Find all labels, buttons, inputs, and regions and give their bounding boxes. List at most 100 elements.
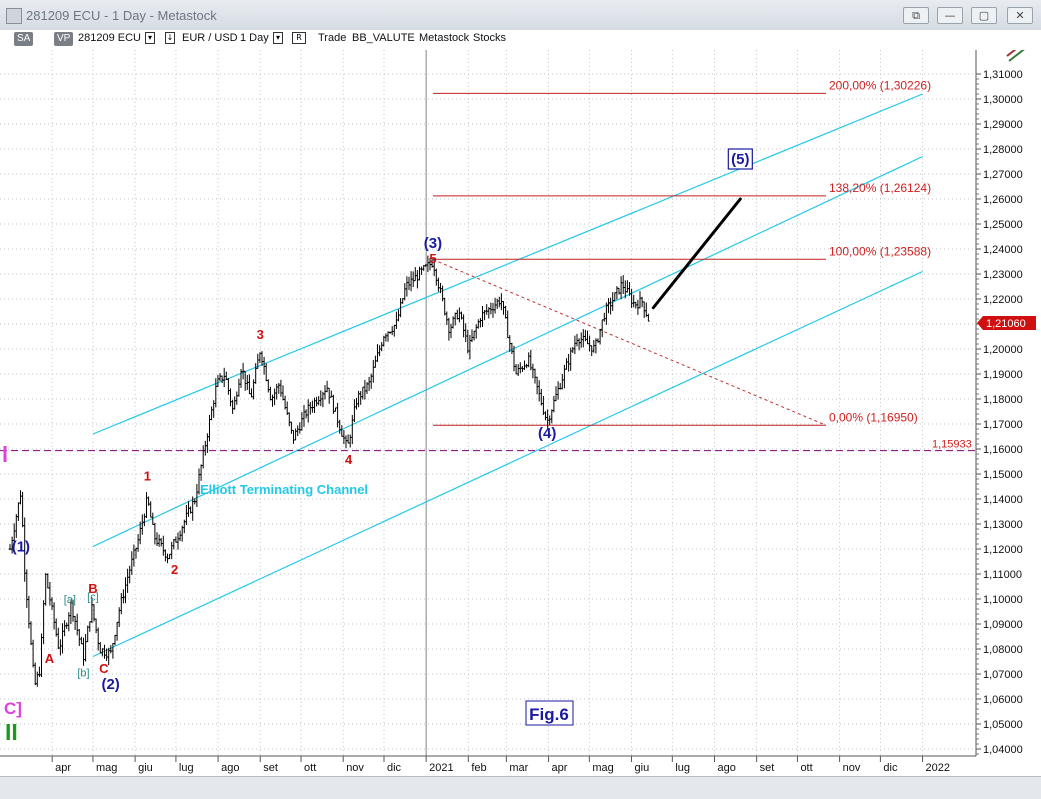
x-tick-label: lug [675,762,690,774]
refresh-dropdown[interactable]: R [292,32,306,44]
indicator-label: BB_VALUTE [352,32,415,44]
status-bar [0,776,1041,799]
target-line [432,259,827,426]
close-button[interactable]: ✕ [1007,7,1033,24]
x-tick-label: giu [138,762,153,774]
last-price-tag: 1,21060 [977,316,1036,330]
y-tick-label: 1,29000 [983,119,1023,131]
y-tick-label: 1,11000 [983,569,1022,581]
y-tick-label: 1,27000 [983,169,1023,181]
x-tick-label: mag [592,762,613,774]
fib-label: 138,20% (1,26124) [829,181,931,195]
y-tick-label: 1,08000 [983,644,1023,656]
wave-labels: (1) (2) (3) (4) (5) A B C 1 2 3 4 5 [a] [b] [c] [12,148,753,693]
y-tick-label: 1,18000 [983,394,1023,406]
title-bar: 281209 ECU - 1 Day - Metastock ⧉ — ▢ ✕ [0,0,1041,31]
y-tick-label: 1,28000 [983,144,1023,156]
cycle-marker: II [5,719,18,745]
wave-label: 2 [171,562,178,577]
wave-label: (4) [538,425,556,442]
channel-line [92,93,923,435]
x-tick-label: lug [179,762,194,774]
wave-label: B [88,581,97,596]
wave-label: [c] [87,591,99,603]
symbol-dropdown[interactable]: ▾ [145,32,155,44]
y-tick-label: 1,22000 [983,294,1023,306]
x-tick-label: ago [717,762,735,774]
periodicity-label[interactable]: 1 Day [240,32,269,44]
wave-label: (1) [12,539,30,556]
y-tick-label: 1,07000 [983,669,1023,681]
y-tick-label: 1,26000 [983,194,1023,206]
trade-label: Trade [318,32,347,44]
fib-label: 200,00% (1,30226) [829,78,931,92]
last-price-label: 1,21060 [986,318,1026,330]
last-price-bg [977,316,1036,330]
wave-label: [b] [77,668,89,680]
price-bars [8,255,650,687]
vp-button[interactable]: VP [54,32,74,46]
channel-line [92,270,923,658]
x-tick-label: nov [346,762,364,774]
wave-label: 5 [429,251,436,266]
wave-label: (5) [731,151,749,168]
wave-label: (3) [424,235,442,252]
fib-label: 100,00% (1,23588) [829,244,931,258]
down-arrow-icon[interactable]: ↓ [165,32,175,44]
channel-label: Elliott Terminating Channel [200,482,368,497]
x-tick-label: feb [471,762,486,774]
fibonacci-levels: 200,00% (1,30226) 138,20% (1,26124) 100,00… [432,78,931,426]
x-tick-label: apr [55,762,71,774]
x-tick-label: mar [509,762,528,774]
symbol-label[interactable]: 281209 ECU [78,32,141,44]
figure-label: Fig.6 [529,705,569,724]
y-tick-label: 1,25000 [983,219,1023,231]
x-tick-label: set [263,762,278,774]
app-icon [6,8,22,24]
wave-label: A [45,651,55,666]
projection-line [651,197,742,310]
y-tick-label: 1,04000 [983,744,1023,756]
y-tick-label: 1,15000 [983,469,1023,481]
corrective-marker: C] [4,699,22,718]
horizontal-level: 1,15933 [0,439,976,452]
y-tick-label: 1,20000 [983,344,1023,356]
window-title: 281209 ECU - 1 Day - Metastock [26,8,217,23]
maximize-button[interactable]: ▢ [971,7,997,24]
wave5-projection [651,197,742,310]
x-tick-label: 2021 [429,762,453,774]
x-tick-label: apr [552,762,568,774]
x-tick-label: nov [843,762,861,774]
y-tick-label: 1,12000 [983,544,1023,556]
wave-label: 4 [345,452,353,467]
sa-button[interactable]: SA [14,32,34,46]
elliott-channels [92,93,923,658]
y-tick-label: 1,10000 [983,594,1023,606]
figure-label-box: Fig.6 [525,700,574,726]
restore-window-button[interactable]: ⧉ [903,7,929,24]
security-name: EUR / USD [182,32,238,44]
price-chart[interactable]: 1,15933 200,00% (1,30226) 138,20% (1,2612… [0,50,1041,776]
chart-toolbar: SA VP 281209 ECU ▾ ↓ EUR / USD 1 Day ▾ R… [0,30,1041,50]
periodicity-dropdown[interactable]: ▾ [273,32,283,44]
time-axis: apr mag giu lug ago set ott nov dic 2021 feb mar apr… [51,756,950,774]
wave-label-box [727,148,753,170]
x-tick-label: dic [387,762,402,774]
y-tick-label: 1,24000 [983,244,1023,256]
x-tick-label: mag [96,762,117,774]
wave-label: 1 [144,468,151,483]
y-tick-label: 1,16000 [983,444,1023,456]
wave-label: 3 [257,327,264,342]
x-tick-label: ott [800,762,812,774]
x-tick-label: dic [883,762,898,774]
x-tick-label: giu [635,762,650,774]
x-tick-label: ott [304,762,316,774]
x-tick-label: set [760,762,775,774]
x-tick-label: 2022 [926,762,950,774]
y-tick-label: 1,19000 [983,369,1023,381]
wave-label: C [99,661,109,676]
y-tick-label: 1,06000 [983,694,1023,706]
wave-label: (2) [101,676,119,693]
minimize-button[interactable]: — [937,7,963,24]
trend-tool-icon[interactable] [1006,50,1027,62]
